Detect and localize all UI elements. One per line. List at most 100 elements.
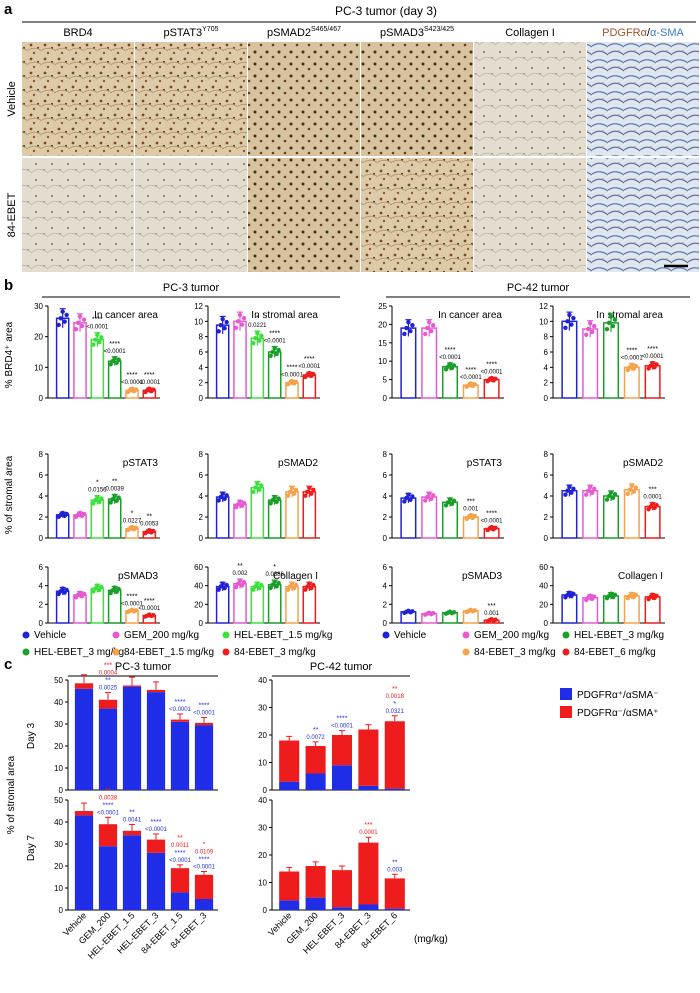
- b-point: [133, 608, 139, 613]
- b-point: [251, 341, 256, 346]
- c-bar-red: [279, 871, 300, 901]
- c-bar-red: [279, 740, 300, 782]
- c-sig-red-stars: *: [203, 842, 206, 849]
- b-point: [293, 582, 299, 588]
- b-sig-stars: ****: [626, 348, 637, 355]
- b-point: [592, 486, 597, 491]
- micrograph-84-ebet-4: [474, 158, 586, 272]
- stain-header-3: pSMAD3S423/425: [380, 26, 454, 39]
- c-sig-blue-p: <0.0001: [193, 711, 216, 717]
- b-point: [276, 496, 281, 501]
- c-bar-red: [305, 746, 326, 774]
- c-sig-blue-stars: ****: [337, 716, 348, 723]
- b-point: [610, 495, 616, 500]
- b-bar: [421, 327, 438, 399]
- panel-c-group-headers: PC-3 tumor PC-42 tumor: [68, 661, 410, 677]
- c-bar-red: [74, 811, 94, 816]
- c-sig-blue-p: 0.0041: [123, 817, 142, 823]
- micrograph-84-ebet-3: [361, 158, 473, 272]
- c-sig-blue-stars: ****: [199, 857, 210, 864]
- row-label-1: 84-EBET: [6, 192, 18, 237]
- b-sig-p: 0.0156: [88, 488, 107, 494]
- b-point: [590, 329, 595, 335]
- b-point: [493, 525, 498, 531]
- b-point: [654, 502, 659, 508]
- b-bar: [400, 327, 417, 399]
- b-tick-label: 4: [39, 492, 44, 501]
- b-bar: [250, 337, 265, 399]
- c-bar-red: [74, 683, 94, 689]
- b-sig-p: 0.001: [484, 611, 500, 617]
- b-bar: [90, 499, 105, 539]
- b-point: [272, 494, 277, 500]
- b-point: [427, 491, 432, 496]
- b-tick-label: 20: [34, 333, 43, 342]
- c-tick-label: 0: [59, 906, 64, 915]
- b-point: [241, 500, 247, 506]
- b-chart-4: 02468pSTAT3*0.0156**0.0039*0.0227**0.005…: [39, 450, 160, 543]
- b-sig-p: <0.0001: [104, 349, 127, 355]
- c-bar-red: [384, 878, 405, 909]
- b-point: [608, 314, 614, 319]
- b-point: [586, 326, 591, 332]
- b-bar: [215, 585, 230, 624]
- c-tick-label: 40: [54, 818, 63, 827]
- b-legend-label: 84-EBET_1.5 mg/kg: [124, 647, 214, 658]
- b-point: [588, 484, 593, 489]
- b-point: [73, 326, 79, 332]
- b-group-1: PC-42 tumor: [507, 282, 570, 294]
- b-tick-label: 8: [199, 450, 204, 459]
- c-sig-blue-stars: **: [392, 859, 398, 866]
- c-tick-label: 40: [258, 676, 267, 685]
- b-legend-label: HEL-EBET_3 mg/kg: [574, 630, 664, 641]
- b-bar: [233, 583, 247, 624]
- b-point: [81, 511, 87, 517]
- b-point: [274, 499, 279, 504]
- b-tick-label: 0: [544, 534, 549, 543]
- b-bar: [623, 366, 640, 399]
- b-sig-p: <0.0001: [281, 372, 304, 378]
- b-sig-p: <0.0001: [642, 354, 665, 360]
- b-point: [116, 357, 121, 362]
- b-point: [305, 489, 310, 494]
- b-point: [588, 593, 593, 598]
- b-sig-p: 0.0221: [248, 323, 267, 329]
- c-legend-label: PDGFRα⁺/αSMA⁻: [577, 690, 659, 701]
- b-point: [239, 583, 245, 588]
- b-legend-label: GEM_200 mg/kg: [124, 630, 199, 641]
- b-tick-label: 20: [378, 320, 387, 329]
- b-point: [216, 498, 221, 503]
- b-tick-label: 6: [39, 471, 44, 480]
- c-tick-label: 10: [54, 764, 63, 773]
- b-sig-p: <0.0001: [481, 518, 504, 524]
- c-bar-blue: [305, 773, 326, 790]
- b-point: [451, 498, 457, 504]
- b-point: [75, 320, 81, 326]
- b-chart-title: pSMAD3: [462, 571, 502, 582]
- b-sig-p: <0.0001: [439, 355, 462, 361]
- b-tick-label: 6: [199, 348, 204, 357]
- c-bar-red: [170, 719, 190, 722]
- c-sig-blue-p: 0.0025: [99, 686, 118, 692]
- b-point: [285, 493, 291, 498]
- b-bar: [107, 360, 122, 399]
- b-point: [410, 609, 415, 614]
- c-sig-blue-stars: ****: [175, 850, 186, 857]
- b-bar: [582, 490, 599, 539]
- b-point: [268, 585, 273, 591]
- b-point: [58, 316, 63, 321]
- b-point: [629, 362, 634, 367]
- c-sig-red-p: 0.0038: [99, 795, 118, 801]
- b-sig-p: <0.0001: [298, 364, 321, 370]
- b-sig-p: 0.0001: [643, 495, 662, 501]
- b-point: [309, 491, 314, 496]
- b-point: [62, 319, 67, 324]
- c-bar-blue: [74, 815, 94, 910]
- b-point: [650, 501, 655, 507]
- b-point: [274, 351, 279, 357]
- b-point: [654, 362, 659, 367]
- c-bar-blue: [331, 765, 353, 790]
- b-point: [565, 319, 570, 324]
- b-point: [237, 578, 243, 583]
